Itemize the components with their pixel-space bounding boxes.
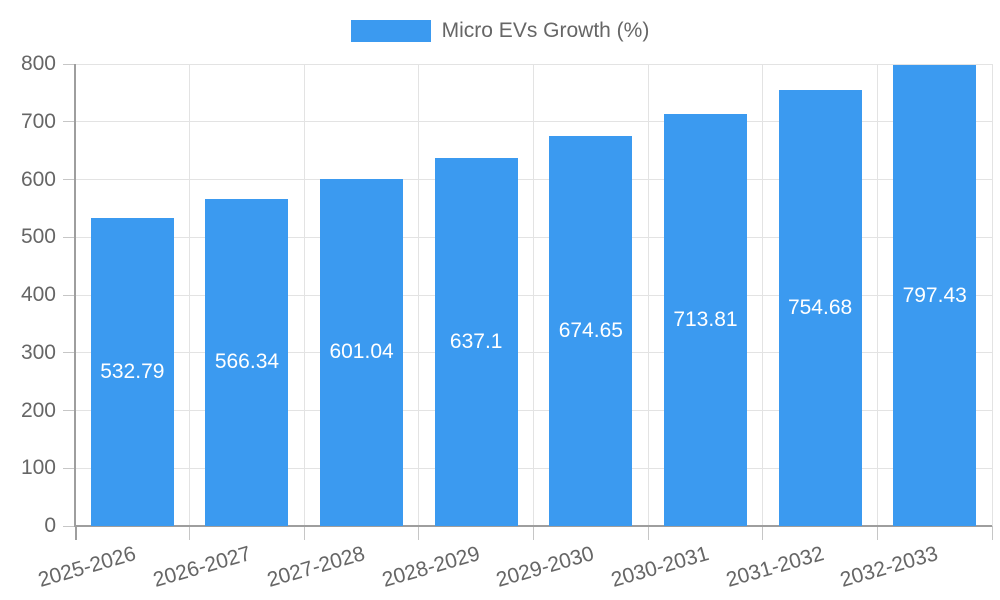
y-tick-mark: [63, 294, 75, 296]
x-gridline: [991, 64, 993, 526]
y-tick-mark: [63, 352, 75, 354]
bar-value-label: 754.68: [787, 296, 853, 320]
bar: [893, 65, 977, 526]
bar-value-label: 674.65: [558, 319, 623, 343]
legend: Micro EVs Growth (%): [0, 19, 1000, 43]
x-gridline: [189, 64, 191, 526]
x-tick-mark: [533, 526, 534, 540]
bar-value-label: 637.1: [449, 330, 503, 354]
x-tick-mark: [876, 526, 878, 540]
y-tick-mark: [63, 525, 75, 527]
x-tick-mark: [418, 526, 420, 540]
x-tick-label: 2025-2026: [35, 542, 139, 592]
x-gridline: [762, 64, 764, 526]
bar: [549, 136, 633, 526]
x-tick-label: 2026-2027: [150, 542, 254, 592]
bar-value-label: 601.04: [329, 340, 394, 364]
y-tick-label: 800: [20, 52, 56, 75]
y-tick-mark: [63, 410, 75, 411]
x-tick-label: 2027-2028: [264, 542, 368, 592]
x-axis-line: [74, 525, 992, 527]
legend-item-micro-evs-growth[interactable]: Micro EVs Growth (%): [350, 19, 650, 43]
bar: [778, 90, 862, 526]
x-gridline: [418, 64, 420, 526]
x-tick-label: 2029-2030: [493, 542, 597, 592]
bar-value-label: 532.79: [100, 360, 165, 384]
y-tick-label: 300: [20, 340, 56, 364]
x-tick-mark: [74, 526, 77, 540]
x-gridline: [303, 64, 305, 526]
legend-color-swatch: [350, 20, 431, 42]
bar: [663, 113, 747, 526]
x-tick-mark: [991, 526, 993, 540]
x-tick-mark: [303, 526, 305, 540]
x-gridline: [533, 64, 534, 526]
x-tick-mark: [189, 526, 191, 540]
x-tick-label: 2032-2033: [837, 542, 941, 592]
x-tick-label: 2030-2031: [608, 542, 712, 592]
y-tick-label: 700: [20, 109, 56, 133]
bar-value-label: 713.81: [673, 307, 738, 331]
y-tick-mark: [63, 236, 75, 238]
bar: [434, 158, 518, 526]
legend-label: Micro EVs Growth (%): [441, 19, 650, 42]
x-tick-mark: [647, 526, 649, 540]
y-tick-mark: [63, 467, 75, 469]
x-tick-label: 2031-2032: [723, 542, 827, 592]
y-axis-line: [74, 64, 76, 526]
y-tick-label: 500: [20, 225, 56, 249]
y-tick-label: 400: [20, 283, 56, 306]
x-gridline: [876, 64, 878, 526]
y-tick-label: 100: [20, 456, 56, 480]
y-tick-label: 200: [20, 398, 56, 422]
bar: [320, 178, 404, 526]
bar-value-label: 797.43: [902, 283, 967, 307]
bar-value-label: 566.34: [214, 350, 280, 374]
y-tick-mark: [63, 121, 75, 123]
y-tick-label: 0: [44, 514, 56, 537]
x-gridline: [647, 64, 649, 526]
bar: [205, 198, 289, 526]
bar: [90, 218, 174, 526]
y-tick-mark: [63, 179, 75, 180]
y-tick-label: 600: [20, 167, 56, 191]
x-tick-label: 2028-2029: [379, 542, 483, 592]
x-tick-mark: [762, 526, 764, 540]
y-tick-mark: [63, 63, 75, 65]
